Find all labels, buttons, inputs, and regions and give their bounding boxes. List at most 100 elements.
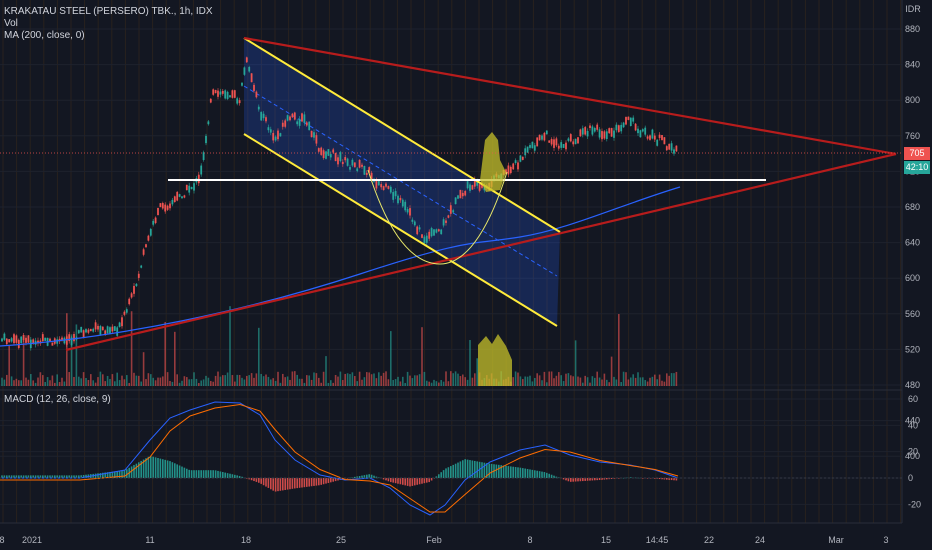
candle-body bbox=[562, 144, 565, 148]
triangle-lower-trendline[interactable] bbox=[65, 152, 897, 352]
volume-bar bbox=[366, 372, 368, 386]
macd-histogram-bar bbox=[30, 475, 32, 478]
candle-body bbox=[577, 137, 579, 144]
candle-body bbox=[241, 82, 243, 86]
candle-body bbox=[601, 131, 603, 140]
volume-bar bbox=[246, 375, 248, 386]
candle-body bbox=[632, 117, 635, 122]
volume-bar bbox=[543, 371, 546, 386]
macd-histogram-bar bbox=[490, 463, 493, 478]
macd-histogram-bar bbox=[202, 470, 205, 478]
macd-histogram-bar bbox=[298, 478, 301, 488]
candle-body bbox=[353, 162, 356, 168]
candle-body bbox=[341, 161, 344, 165]
candle-body bbox=[269, 129, 272, 133]
channel-upper-line[interactable] bbox=[243, 37, 561, 233]
volume-bar bbox=[613, 376, 615, 386]
macd-histogram-bar bbox=[589, 478, 591, 481]
macd-histogram-bar bbox=[49, 475, 51, 478]
symbol-title[interactable]: KRAKATAU STEEL (PERSERO) TBK., 1h, IDX bbox=[4, 6, 213, 17]
candle-body bbox=[154, 217, 157, 224]
macd-histogram-bar bbox=[169, 461, 171, 478]
time-tick-label: 15 bbox=[601, 535, 611, 545]
currency-label: IDR bbox=[905, 4, 921, 14]
macd-histogram-bar bbox=[200, 470, 202, 478]
volume-bar bbox=[589, 382, 591, 386]
candle-body bbox=[339, 152, 342, 162]
macd-histogram-bar bbox=[253, 478, 255, 482]
volume-bar bbox=[663, 381, 666, 386]
candle-body bbox=[548, 140, 551, 143]
candle-body bbox=[80, 326, 83, 333]
macd-histogram-bar bbox=[20, 475, 22, 478]
volume-bar bbox=[318, 377, 320, 386]
candle-body bbox=[41, 334, 44, 342]
candle-body bbox=[610, 128, 613, 137]
volume-bar bbox=[594, 377, 596, 386]
volume-bar bbox=[399, 381, 402, 386]
volume-bar bbox=[651, 376, 654, 386]
volume-bar bbox=[555, 375, 558, 386]
candle-body bbox=[452, 210, 455, 213]
macd-axis[interactable]: 60 40 20 0 -20 bbox=[908, 394, 921, 509]
candle-body bbox=[145, 244, 147, 248]
time-tick-label: Feb bbox=[426, 535, 442, 545]
cup-arc[interactable] bbox=[367, 169, 508, 265]
candle-body bbox=[224, 90, 227, 99]
candle-body bbox=[598, 129, 601, 138]
volume-bar bbox=[538, 375, 541, 386]
macd-histogram-bar bbox=[25, 475, 27, 478]
candle-body bbox=[77, 330, 80, 334]
candle-body bbox=[13, 334, 15, 344]
price-highlight-blob[interactable] bbox=[480, 132, 506, 192]
volume-bar bbox=[637, 372, 639, 386]
ma-legend[interactable]: MA (200, close, 0) bbox=[4, 30, 85, 41]
candle-body bbox=[8, 339, 11, 343]
volume-bar bbox=[673, 373, 675, 386]
candle-body bbox=[555, 138, 558, 146]
macd-histogram-bar bbox=[378, 477, 380, 479]
volume-bar bbox=[442, 381, 445, 386]
macd-histogram-bar bbox=[308, 478, 310, 487]
volume-highlight-blob[interactable] bbox=[478, 334, 512, 386]
candle-body bbox=[226, 91, 229, 99]
macd-histogram-bar bbox=[63, 475, 66, 478]
candle-body bbox=[526, 146, 529, 153]
candle-body bbox=[421, 234, 423, 238]
volume-bar bbox=[423, 371, 426, 386]
volume-bar bbox=[296, 374, 298, 386]
time-axis[interactable]: 8 2021 11 18 25 Feb 8 15 14:45 22 24 Mar 3 bbox=[0, 535, 889, 545]
macd-legend[interactable]: MACD (12, 26, close, 9) bbox=[4, 394, 111, 405]
macd-histogram-bar bbox=[502, 465, 505, 478]
volume-bar bbox=[238, 374, 241, 386]
volume-bar bbox=[159, 377, 162, 386]
macd-histogram-bar bbox=[246, 478, 248, 479]
candle-body bbox=[519, 155, 522, 162]
macd-histogram-bar bbox=[217, 470, 219, 478]
candle-body bbox=[459, 189, 462, 199]
volume-bar bbox=[147, 373, 150, 386]
volume-bar bbox=[656, 379, 658, 386]
triangle-upper-trendline[interactable] bbox=[243, 36, 897, 156]
candle-body bbox=[457, 195, 459, 199]
channel-lower-line[interactable] bbox=[243, 133, 558, 327]
macd-histogram-bar bbox=[531, 469, 534, 478]
candle-body bbox=[305, 122, 308, 126]
macd-histogram-bar bbox=[198, 470, 200, 478]
candle-body bbox=[478, 184, 481, 191]
volume-bar bbox=[639, 377, 642, 386]
macd-histogram-bar bbox=[142, 459, 145, 478]
volume-bar bbox=[608, 382, 610, 386]
candle-body bbox=[550, 139, 553, 145]
candle-body bbox=[32, 339, 35, 344]
volume-bar bbox=[471, 377, 474, 386]
macd-histogram-bar bbox=[157, 457, 159, 478]
volume-legend[interactable]: Vol bbox=[4, 18, 18, 29]
candle-body bbox=[673, 149, 675, 154]
volume-bar bbox=[358, 371, 361, 386]
volume-bar bbox=[670, 373, 673, 386]
candle-body bbox=[133, 285, 135, 294]
macd-histogram-bar bbox=[282, 478, 284, 491]
volume-bar bbox=[306, 375, 308, 386]
